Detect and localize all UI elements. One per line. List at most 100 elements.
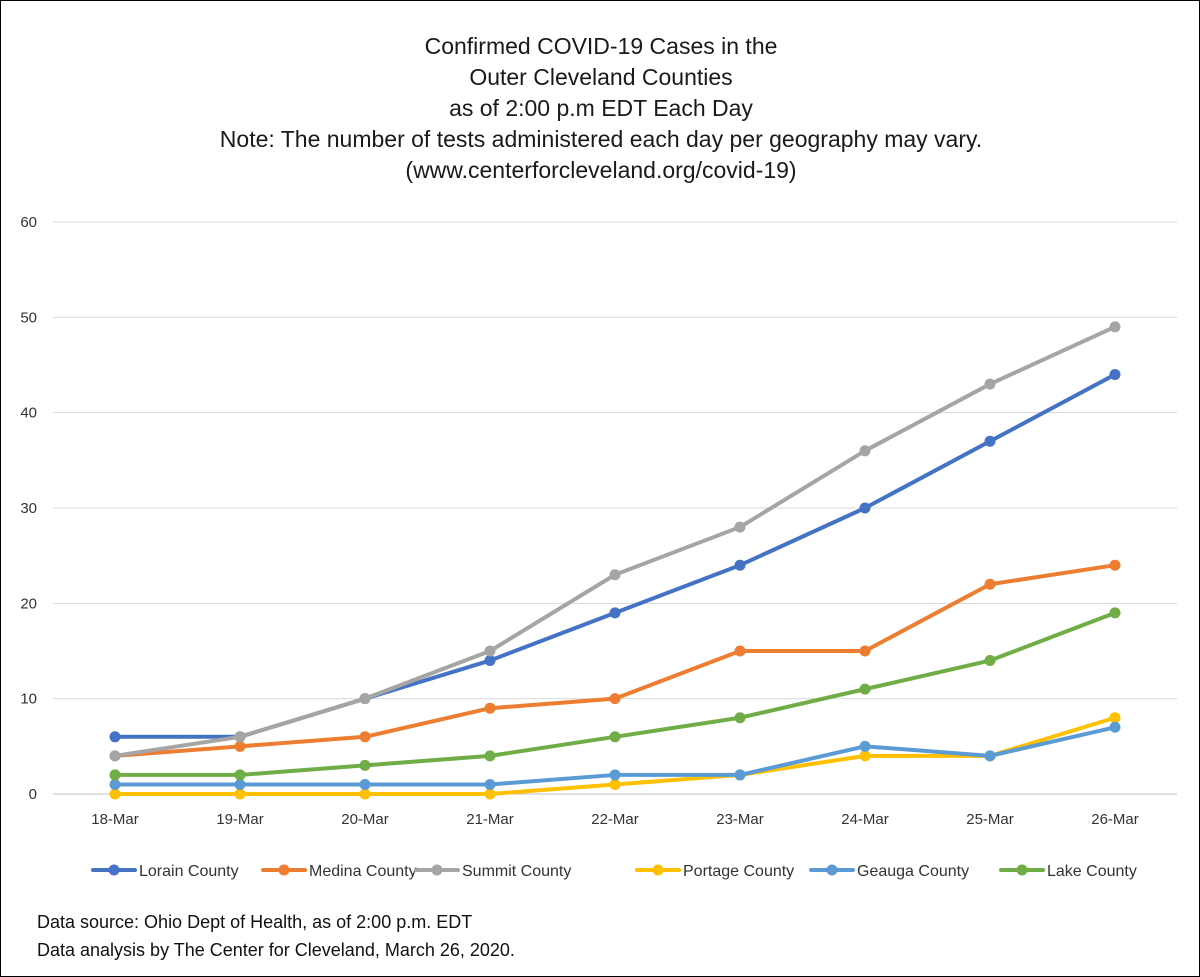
x-tick-label-22-mar: 22-Mar bbox=[591, 811, 639, 828]
series-line-lorain-county bbox=[113, 372, 1117, 739]
data-point-lake-county-20-mar bbox=[359, 759, 371, 771]
data-point-portage-county-20-mar bbox=[359, 788, 371, 800]
footnotes: Data source: Ohio Dept of Health, as of … bbox=[37, 908, 515, 964]
legend-entry-portage-county: Portage County bbox=[635, 863, 794, 880]
data-point-summit-county-23-mar bbox=[734, 521, 746, 533]
x-tick-label-18-mar: 18-Mar bbox=[91, 811, 139, 828]
legend: Lorain County Medina County Summit County P… bbox=[91, 863, 1137, 880]
data-analysis-note: Data analysis by The Center for Clevelan… bbox=[37, 940, 515, 960]
data-point-medina-county-20-mar bbox=[359, 731, 371, 743]
x-tick-label-25-mar: 25-Mar bbox=[966, 811, 1014, 828]
data-point-geauga-county-19-mar bbox=[234, 778, 246, 790]
data-point-geauga-county-22-mar bbox=[609, 769, 621, 781]
data-point-lorain-county-26-mar bbox=[1109, 369, 1121, 381]
legend-label-summit-county: Summit County bbox=[462, 863, 571, 880]
data-point-portage-county-24-mar bbox=[859, 750, 871, 762]
chart-title: Confirmed COVID-19 Cases in the Outer Cl… bbox=[1, 31, 1200, 186]
data-point-summit-county-25-mar bbox=[984, 378, 996, 390]
chart-title-line-5: (www.centerforcleveland.org/covid-19) bbox=[405, 157, 797, 183]
legend-entry-medina-county: Medina County bbox=[261, 863, 417, 880]
data-point-summit-county-24-mar bbox=[859, 445, 871, 457]
legend-label-portage-county: Portage County bbox=[683, 863, 794, 880]
data-point-geauga-county-26-mar bbox=[1109, 721, 1121, 733]
data-point-portage-county-19-mar bbox=[234, 788, 246, 800]
series-lake-county bbox=[109, 607, 1121, 781]
legend-marker-lorain-county bbox=[108, 864, 120, 876]
data-point-lake-county-24-mar bbox=[859, 683, 871, 695]
data-point-summit-county-21-mar bbox=[484, 645, 496, 657]
series-summit-county bbox=[109, 321, 1121, 762]
legend-label-geauga-county: Geauga County bbox=[857, 863, 969, 880]
series-line-summit-county bbox=[113, 324, 1117, 758]
legend-marker-summit-county bbox=[431, 864, 443, 876]
data-point-geauga-county-23-mar bbox=[734, 769, 746, 781]
data-point-lorain-county-25-mar bbox=[984, 435, 996, 447]
x-tick-label-19-mar: 19-Mar bbox=[216, 811, 264, 828]
data-point-lorain-county-22-mar bbox=[609, 607, 621, 619]
y-tick-label-30: 30 bbox=[20, 500, 37, 517]
data-point-geauga-county-20-mar bbox=[359, 778, 371, 790]
y-tick-label-10: 10 bbox=[20, 691, 37, 708]
legend-entry-lake-county: Lake County bbox=[999, 863, 1137, 880]
legend-marker-lake-county bbox=[1016, 864, 1028, 876]
series-lorain-county bbox=[109, 369, 1121, 743]
data-point-summit-county-20-mar bbox=[359, 693, 371, 705]
y-tick-label-0: 0 bbox=[29, 786, 37, 803]
chart-title-line-2: Outer Cleveland Counties bbox=[469, 64, 733, 90]
data-point-portage-county-22-mar bbox=[609, 778, 621, 790]
legend-marker-geauga-county bbox=[826, 864, 838, 876]
data-point-lake-county-26-mar bbox=[1109, 607, 1121, 619]
chart-title-line-1: Confirmed COVID-19 Cases in the bbox=[424, 33, 778, 59]
series-lines bbox=[109, 321, 1121, 800]
data-point-medina-county-22-mar bbox=[609, 693, 621, 705]
data-point-lorain-county-24-mar bbox=[859, 502, 871, 514]
x-tick-label-26-mar: 26-Mar bbox=[1091, 811, 1139, 828]
data-point-lake-county-18-mar bbox=[109, 769, 121, 781]
data-point-medina-county-25-mar bbox=[984, 578, 996, 590]
data-point-lake-county-23-mar bbox=[734, 712, 746, 724]
data-point-medina-county-21-mar bbox=[484, 702, 496, 714]
legend-entry-geauga-county: Geauga County bbox=[809, 863, 969, 880]
data-point-geauga-county-21-mar bbox=[484, 778, 496, 790]
data-point-summit-county-19-mar bbox=[234, 731, 246, 743]
legend-entry-lorain-county: Lorain County bbox=[91, 863, 239, 880]
x-tick-label-24-mar: 24-Mar bbox=[841, 811, 889, 828]
data-point-geauga-county-18-mar bbox=[109, 778, 121, 790]
legend-entry-summit-county: Summit County bbox=[414, 863, 571, 880]
x-tick-label-21-mar: 21-Mar bbox=[466, 811, 514, 828]
y-tick-label-20: 20 bbox=[20, 595, 37, 612]
data-point-medina-county-19-mar bbox=[234, 740, 246, 752]
y-tick-label-40: 40 bbox=[20, 405, 37, 422]
data-point-summit-county-26-mar bbox=[1109, 321, 1121, 333]
data-point-medina-county-24-mar bbox=[859, 645, 871, 657]
data-point-geauga-county-25-mar bbox=[984, 750, 996, 762]
data-point-lake-county-19-mar bbox=[234, 769, 246, 781]
chart-title-line-4: Note: The number of tests administered e… bbox=[219, 126, 983, 152]
data-point-lake-county-25-mar bbox=[984, 655, 996, 667]
legend-label-medina-county: Medina County bbox=[309, 863, 417, 880]
chart-title-line-3: as of 2:00 p.m EDT Each Day bbox=[449, 95, 753, 121]
series-medina-county bbox=[109, 559, 1121, 762]
y-tick-label-50: 50 bbox=[20, 309, 37, 326]
gridlines bbox=[53, 221, 1177, 795]
data-point-summit-county-22-mar bbox=[609, 569, 621, 581]
data-point-geauga-county-24-mar bbox=[859, 740, 871, 752]
y-tick-label-60: 60 bbox=[20, 214, 37, 231]
data-point-portage-county-21-mar bbox=[484, 788, 496, 800]
data-point-lorain-county-23-mar bbox=[734, 559, 746, 571]
data-point-lorain-county-21-mar bbox=[484, 655, 496, 667]
legend-label-lorain-county: Lorain County bbox=[139, 863, 239, 880]
data-point-medina-county-26-mar bbox=[1109, 559, 1121, 571]
data-point-lake-county-21-mar bbox=[484, 750, 496, 762]
x-tick-label-23-mar: 23-Mar bbox=[716, 811, 764, 828]
series-geauga-county bbox=[109, 721, 1121, 790]
data-point-medina-county-23-mar bbox=[734, 645, 746, 657]
data-point-portage-county-26-mar bbox=[1109, 712, 1121, 724]
x-tick-label-20-mar: 20-Mar bbox=[341, 811, 389, 828]
legend-marker-portage-county bbox=[652, 864, 664, 876]
data-point-summit-county-18-mar bbox=[109, 750, 121, 762]
data-point-portage-county-18-mar bbox=[109, 788, 121, 800]
data-source-note: Data source: Ohio Dept of Health, as of … bbox=[37, 912, 473, 932]
